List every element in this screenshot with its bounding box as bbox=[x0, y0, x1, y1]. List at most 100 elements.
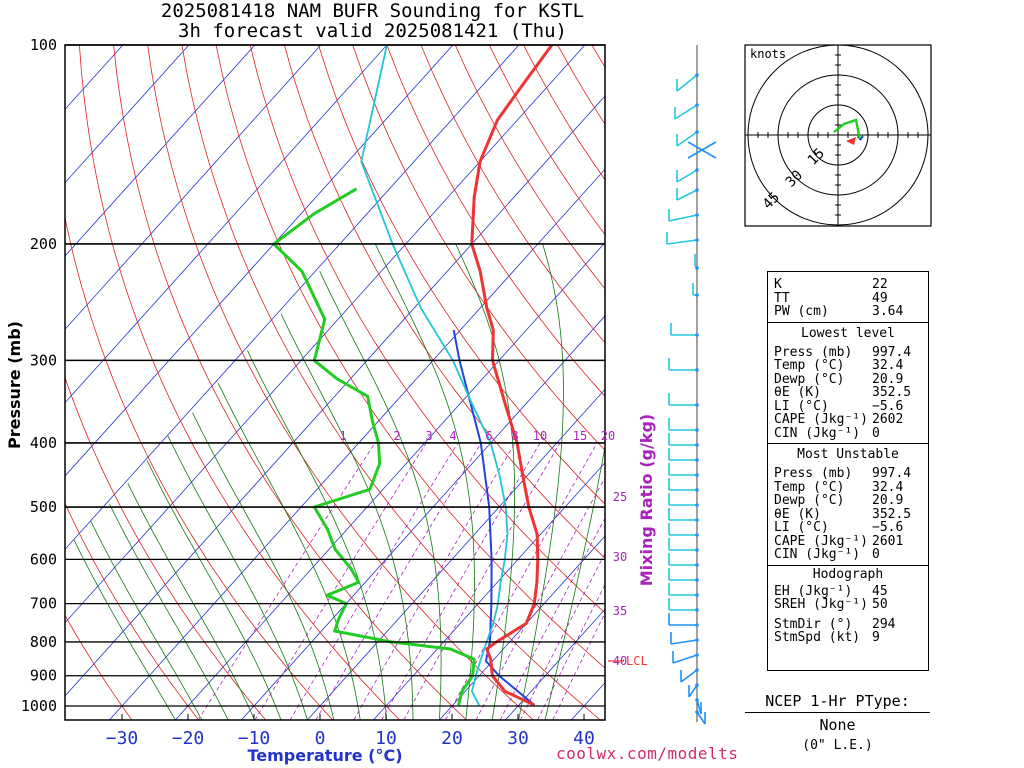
moist-adiabat-line bbox=[192, 412, 335, 720]
index-row: TT 49 bbox=[768, 291, 928, 306]
wind-barb-dot bbox=[695, 593, 699, 597]
index-value: 3.64 bbox=[872, 304, 904, 319]
index-row: PW (cm) 3.64 bbox=[768, 305, 928, 319]
wind-barb-dot bbox=[695, 458, 699, 462]
storm-motion-value: 9 bbox=[872, 630, 880, 645]
moist-adiabat-line bbox=[127, 482, 255, 720]
most-unstable-key: CAPE (Jkg⁻¹) bbox=[774, 533, 868, 549]
ptype-box: NCEP 1-Hr PType: None (0" L.E.) bbox=[745, 692, 930, 753]
mixing-ratio-line bbox=[519, 552, 605, 720]
wind-barb bbox=[666, 239, 698, 245]
wind-barb-dot bbox=[695, 266, 699, 270]
wind-barb-dot bbox=[695, 533, 699, 537]
most-unstable-row: CIN (Jkg⁻¹) 0 bbox=[768, 548, 928, 562]
wind-barb-dot bbox=[695, 238, 699, 242]
wind-barb bbox=[674, 104, 698, 120]
mixing-ratio-tick-label: 30 bbox=[613, 550, 627, 564]
dewpoint-line bbox=[272, 187, 476, 706]
isotherm-line bbox=[65, 45, 190, 184]
wind-barb-dot bbox=[695, 683, 699, 687]
parcel-trace-line bbox=[452, 329, 536, 706]
wind-barb-dot bbox=[695, 710, 699, 714]
most-unstable-value: 20.9 bbox=[872, 493, 904, 508]
parameters-panel: K 22 TT 49 PW (cm) 3.64 Lowest level Press (m… bbox=[767, 271, 929, 671]
hodograph-trace-low bbox=[859, 135, 864, 141]
most-unstable-key: Temp (°C) bbox=[774, 479, 845, 495]
lowest-level-key: θE (K) bbox=[774, 385, 821, 400]
lowest-level-key: CAPE (Jkg⁻¹) bbox=[774, 412, 868, 427]
index-row: K 22 bbox=[768, 278, 928, 292]
lowest-level-value: 2602 bbox=[872, 412, 904, 427]
wind-barb bbox=[676, 131, 698, 147]
isotherm-line bbox=[65, 95, 605, 697]
wind-barb bbox=[672, 654, 698, 664]
mixing-ratio-tick-label: 4 bbox=[449, 429, 456, 443]
pressure-tick-label: 600 bbox=[30, 550, 57, 568]
lowest-level-row: θE (K) 352.5 bbox=[768, 386, 928, 400]
dry-adiabat-line bbox=[79, 45, 400, 720]
mixing-ratio-axis-label: Mixing Ratio (g/kg) bbox=[637, 414, 656, 586]
hodograph-params-header: Hodograph bbox=[812, 566, 884, 582]
dry-adiabat-line bbox=[249, 45, 605, 614]
mixing-ratio-line bbox=[403, 442, 561, 720]
most-unstable-key: Press (mb) bbox=[774, 466, 853, 481]
lowest-level-key: CIN (Jkg⁻¹) bbox=[774, 425, 861, 441]
isotherm-line bbox=[109, 168, 605, 720]
most-unstable-section: Press (mb) 997.4 Temp (°C) 32.4 Dewp (°C) 20.… bbox=[768, 463, 928, 562]
lowest-level-value: 32.4 bbox=[872, 358, 904, 373]
lowest-level-value: 20.9 bbox=[872, 371, 904, 387]
pressure-tick-label: 800 bbox=[30, 633, 57, 651]
isotherm-line bbox=[175, 242, 605, 720]
credit-link[interactable]: coolwx.com/modelts bbox=[556, 744, 739, 763]
wind-barb-dot bbox=[695, 73, 699, 77]
wind-barb-dot bbox=[695, 403, 699, 407]
hodograph-param-value: 50 bbox=[872, 597, 888, 612]
wind-barb bbox=[696, 711, 706, 725]
mixing-ratio-tick-label: 35 bbox=[613, 604, 627, 618]
lowest-level-row: CIN (Jkg⁻¹) 0 bbox=[768, 425, 928, 441]
pressure-tick-label: 900 bbox=[30, 667, 57, 685]
lowest-level-value: −5.6 bbox=[872, 398, 904, 414]
mixing-ratio-tick-label: 2 bbox=[393, 429, 400, 443]
pressure-tick-label: 200 bbox=[30, 235, 57, 253]
mixing-ratio-line bbox=[315, 442, 482, 720]
lcl-label: LCL bbox=[626, 654, 648, 668]
storm-motion-marker bbox=[846, 137, 856, 145]
isotherm-line bbox=[65, 45, 388, 404]
wind-barb bbox=[668, 214, 698, 222]
most-unstable-key: LI (°C) bbox=[774, 520, 829, 535]
temperature-tick-label: 10 bbox=[375, 728, 397, 749]
dry-adiabat-line bbox=[386, 45, 605, 398]
moist-adiabat-line bbox=[319, 271, 442, 720]
most-unstable-row: Dewp (°C) 20.9 bbox=[768, 494, 928, 508]
isotherm-line bbox=[439, 535, 605, 720]
most-unstable-value: 0 bbox=[872, 547, 880, 562]
wind-barb bbox=[688, 684, 698, 698]
moist-adiabat-line bbox=[109, 503, 229, 720]
most-unstable-value: 2601 bbox=[872, 533, 904, 549]
wind-barb-dot bbox=[695, 608, 699, 612]
mixing-ratio-tick-label: 8 bbox=[511, 429, 518, 443]
lowest-level-key: Press (mb) bbox=[774, 344, 853, 360]
hodograph-trace bbox=[833, 118, 862, 141]
dry-adiabat-line bbox=[65, 215, 333, 720]
lowest-level-row: Temp (°C) 32.4 bbox=[768, 359, 928, 373]
most-unstable-row: CAPE (Jkg⁻¹) 2601 bbox=[768, 533, 928, 549]
lowest-level-row: Press (mb) 997.4 bbox=[768, 344, 928, 360]
mixing-ratio-line bbox=[289, 442, 459, 720]
isotherm-line bbox=[307, 388, 605, 720]
most-unstable-row: Press (mb) 997.4 bbox=[768, 467, 928, 481]
isotherm-line bbox=[65, 45, 322, 330]
most-unstable-row: θE (K) 352.5 bbox=[768, 507, 928, 522]
dry-adiabat-line bbox=[65, 614, 133, 720]
dry-adiabat-line bbox=[934, 45, 1024, 720]
temperature-line bbox=[470, 45, 554, 707]
ptype-header: NCEP 1-Hr PType: bbox=[745, 692, 930, 713]
lowest-level-section: Press (mb) 997.4 Temp (°C) 32.4 Dewp (°C) 20.… bbox=[768, 342, 928, 441]
mixing-ratio-line bbox=[381, 442, 541, 720]
most-unstable-value: 997.4 bbox=[872, 466, 912, 481]
lowest-level-header: Lowest level bbox=[801, 325, 895, 341]
wind-barb bbox=[687, 141, 717, 159]
lowest-level-value: 997.4 bbox=[872, 344, 912, 360]
